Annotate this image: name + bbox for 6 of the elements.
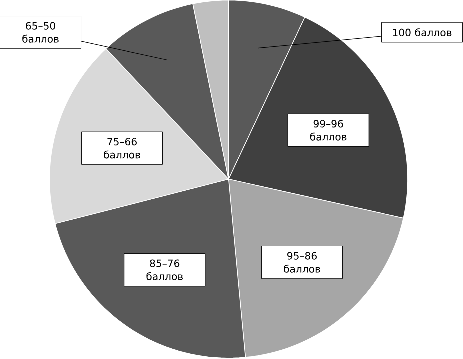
slice-label: 85–76 баллов <box>146 260 183 281</box>
slice-label: 75–66 баллов <box>104 138 140 159</box>
slice-label: 99–96 баллов <box>310 120 347 141</box>
slice-label: 95–86 баллов <box>284 252 320 274</box>
slice-label: 65–50 баллов <box>22 22 59 44</box>
slice-label: 100 баллов <box>393 28 452 37</box>
